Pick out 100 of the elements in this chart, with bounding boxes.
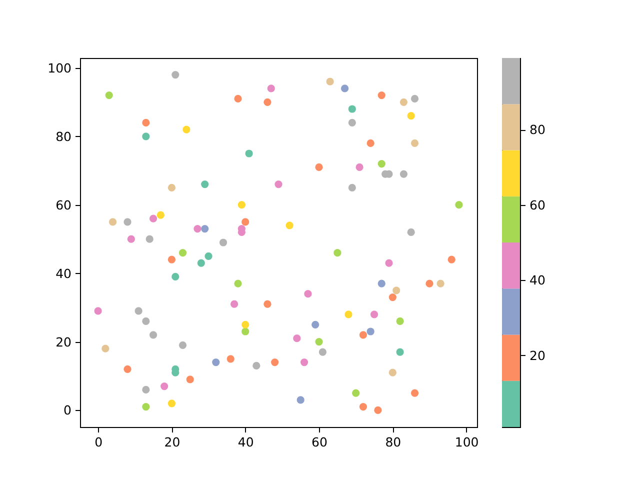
point bbox=[168, 256, 176, 264]
point bbox=[142, 317, 150, 326]
point bbox=[204, 252, 212, 260]
point bbox=[388, 368, 396, 376]
point bbox=[238, 201, 246, 209]
x-tick-label: 20 bbox=[164, 434, 180, 450]
point bbox=[197, 259, 205, 267]
point bbox=[388, 293, 396, 302]
point bbox=[378, 92, 386, 100]
point bbox=[194, 225, 202, 233]
point bbox=[378, 280, 386, 288]
x-tick-label: 80 bbox=[385, 434, 402, 450]
x-tick-label: 0 bbox=[94, 434, 103, 450]
x-tick-label: 100 bbox=[454, 434, 479, 450]
point bbox=[334, 248, 342, 257]
point bbox=[318, 348, 326, 356]
point bbox=[344, 310, 352, 318]
point bbox=[245, 150, 253, 158]
point bbox=[124, 365, 132, 373]
y-tick-label: 60 bbox=[56, 197, 72, 212]
point bbox=[455, 201, 463, 209]
point bbox=[274, 180, 282, 188]
point bbox=[304, 290, 312, 298]
point bbox=[242, 328, 250, 336]
point bbox=[201, 225, 209, 233]
color-bar-label: 40 bbox=[530, 272, 546, 288]
point bbox=[271, 358, 279, 366]
point bbox=[186, 376, 194, 384]
point bbox=[426, 280, 434, 288]
point bbox=[410, 389, 419, 397]
point bbox=[348, 184, 356, 192]
point bbox=[264, 300, 272, 308]
point bbox=[127, 235, 135, 243]
y-tick-label: 40 bbox=[56, 266, 72, 281]
point bbox=[264, 98, 272, 106]
point bbox=[172, 272, 180, 281]
point bbox=[142, 386, 150, 394]
point bbox=[374, 406, 382, 414]
point bbox=[359, 403, 368, 411]
point bbox=[267, 84, 275, 92]
point bbox=[134, 307, 142, 315]
point bbox=[359, 331, 368, 339]
point bbox=[407, 228, 415, 236]
point bbox=[366, 328, 374, 336]
point bbox=[242, 218, 250, 226]
point bbox=[234, 94, 242, 103]
point bbox=[410, 94, 419, 103]
point bbox=[396, 348, 404, 356]
point bbox=[370, 310, 378, 318]
x-tick-label: 60 bbox=[312, 434, 328, 450]
point bbox=[234, 280, 242, 288]
point bbox=[146, 235, 154, 243]
point bbox=[142, 132, 150, 140]
point bbox=[142, 118, 150, 126]
point bbox=[182, 126, 190, 134]
point bbox=[348, 118, 356, 126]
point bbox=[172, 70, 180, 79]
point bbox=[436, 280, 444, 288]
point bbox=[410, 139, 419, 148]
point bbox=[315, 338, 323, 346]
point bbox=[226, 355, 234, 363]
point bbox=[392, 286, 400, 294]
x-tick-label: 40 bbox=[238, 434, 254, 450]
point bbox=[156, 211, 164, 219]
point bbox=[149, 214, 158, 222]
point bbox=[407, 112, 415, 120]
point bbox=[300, 358, 308, 366]
point bbox=[160, 382, 168, 390]
point bbox=[178, 248, 187, 257]
point bbox=[400, 98, 408, 106]
point bbox=[108, 218, 117, 226]
point bbox=[296, 396, 304, 404]
point bbox=[312, 320, 320, 328]
point bbox=[178, 341, 187, 349]
point bbox=[400, 170, 408, 178]
point bbox=[94, 307, 102, 315]
y-tick-label: 80 bbox=[56, 128, 72, 144]
point bbox=[102, 344, 110, 352]
point bbox=[448, 256, 456, 264]
point bbox=[286, 222, 294, 230]
point bbox=[326, 78, 334, 86]
point bbox=[149, 331, 158, 339]
point bbox=[168, 400, 176, 408]
y-tick-label: 0 bbox=[64, 402, 72, 418]
point bbox=[212, 358, 220, 366]
y-tick-label: 100 bbox=[48, 60, 72, 76]
point bbox=[352, 389, 360, 397]
point bbox=[242, 320, 250, 328]
point bbox=[356, 163, 364, 171]
point bbox=[252, 362, 260, 370]
point bbox=[142, 403, 150, 411]
y-tick-label: 20 bbox=[56, 334, 72, 350]
point bbox=[340, 84, 349, 92]
point bbox=[219, 238, 228, 246]
color-bar-label: 20 bbox=[530, 348, 546, 363]
color-bar-label: 60 bbox=[530, 197, 546, 212]
point bbox=[378, 160, 386, 168]
point bbox=[201, 180, 209, 188]
point bbox=[396, 317, 404, 326]
point bbox=[366, 139, 374, 148]
